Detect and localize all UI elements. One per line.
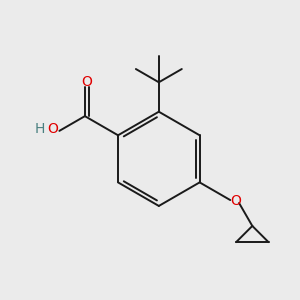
Text: H: H [35,122,45,136]
Text: O: O [47,122,58,136]
Text: O: O [81,75,92,89]
Text: O: O [230,194,241,208]
